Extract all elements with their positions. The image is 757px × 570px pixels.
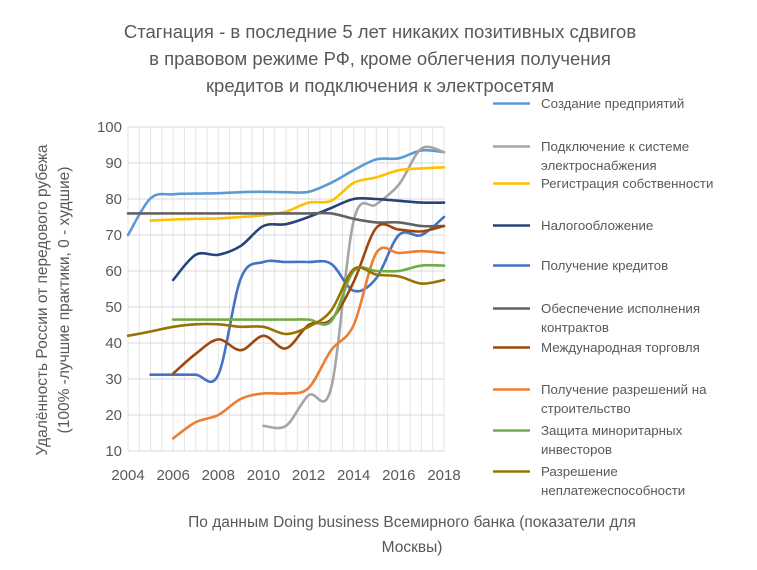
legend-entry: Налогообложение <box>493 218 653 233</box>
y-tick-label: 10 <box>105 443 122 460</box>
series-line-9 <box>171 263 446 326</box>
legend-label: инвесторов <box>541 442 612 457</box>
x-tick-label: 2004 <box>111 467 144 484</box>
legend-entry: Международная торговля <box>493 340 700 355</box>
y-tick-label: 60 <box>105 263 122 280</box>
legend-label: Регистрация собственности <box>541 176 713 191</box>
series-line-8 <box>171 246 446 440</box>
legend-label: Получение кредитов <box>541 258 668 273</box>
series-line-10 <box>126 266 446 338</box>
legend-label: Получение разрешений на <box>541 382 707 397</box>
legend-entry: Разрешение неплатежеспособности <box>493 464 685 498</box>
legend-label: Защита миноритарных <box>541 423 683 438</box>
legend-label: Обеспечение исполнения <box>541 301 700 316</box>
y-tick-label: 30 <box>105 371 122 388</box>
x-axis-title-line: По данным Doing business Всемирного банк… <box>188 514 636 531</box>
legend-entry: Получение разрешений на строительство <box>493 382 707 416</box>
x-tick-label: 2006 <box>156 467 189 484</box>
x-tick-label: 2010 <box>247 467 280 484</box>
y-tick-label: 90 <box>105 155 122 172</box>
series-lines <box>126 145 446 440</box>
series-line-4 <box>171 196 446 282</box>
legend-label: Налогообложение <box>541 218 653 233</box>
legend-entry: Создание предприятий <box>493 96 684 111</box>
chart-title-line: в правовом режиме РФ, кроме облегчения п… <box>149 48 611 69</box>
chart-title: Стагнация - в последние 5 лет никаких по… <box>124 21 636 96</box>
y-tick-label: 40 <box>105 335 122 352</box>
legend-entry: Регистрация собственности <box>493 176 713 191</box>
series-line-7 <box>171 223 446 375</box>
x-tick-label: 2012 <box>292 467 325 484</box>
x-axis-title: По данным Doing business Всемирного банк… <box>188 514 636 556</box>
series-line-5 <box>149 215 446 384</box>
x-axis-title-line: Москвы) <box>382 539 443 556</box>
legend-label: неплатежеспособности <box>541 483 685 498</box>
series-line-2 <box>262 145 446 430</box>
y-tick-label: 70 <box>105 227 122 244</box>
y-tick-label: 100 <box>97 119 122 136</box>
legend-label: Создание предприятий <box>541 96 684 111</box>
chart-title-line: кредитов и подключения к электросетям <box>206 75 554 96</box>
legend-entry: Обеспечение исполнения контрактов <box>493 301 700 335</box>
x-tick-label: 2018 <box>427 467 460 484</box>
legend-label: Международная торговля <box>541 340 700 355</box>
legend-entry: Защита миноритарных инвесторов <box>493 423 683 457</box>
y-tick-label: 20 <box>105 407 122 424</box>
chart-title-line: Стагнация - в последние 5 лет никаких по… <box>124 21 636 42</box>
legend-entry: Подключение к системе электроснабжения <box>493 139 689 173</box>
x-tick-label: 2008 <box>202 467 235 484</box>
legend: Создание предприятий Подключение к систем… <box>493 96 713 498</box>
legend-entry: Получение кредитов <box>493 258 668 273</box>
series-line-3 <box>149 166 446 222</box>
x-tick-label: 2014 <box>337 467 370 484</box>
legend-label: контрактов <box>541 320 609 335</box>
x-tick-label: 2016 <box>382 467 415 484</box>
y-tick-label: 50 <box>105 299 122 316</box>
series-line-6 <box>126 211 446 228</box>
gridlines <box>127 126 445 452</box>
series-line-1 <box>126 148 446 237</box>
legend-label: электроснабжения <box>541 158 657 173</box>
y-axis-title-line: (100% -лучшие практики, 0 - худшие) <box>56 167 73 434</box>
legend-label: Разрешение <box>541 464 618 479</box>
y-tick-label: 80 <box>105 191 122 208</box>
legend-label: Подключение к системе <box>541 139 689 154</box>
y-axis-ticks: 10 20 30 40 50 60 70 80 90 100 <box>97 119 122 460</box>
legend-label: строительство <box>541 401 631 416</box>
x-axis-ticks: 2004 2006 2008 2010 2012 2014 2016 2018 <box>111 467 460 484</box>
y-axis-title: Удалённость России от передового рубежа … <box>34 144 73 455</box>
y-axis-title-line: Удалённость России от передового рубежа <box>34 144 51 455</box>
